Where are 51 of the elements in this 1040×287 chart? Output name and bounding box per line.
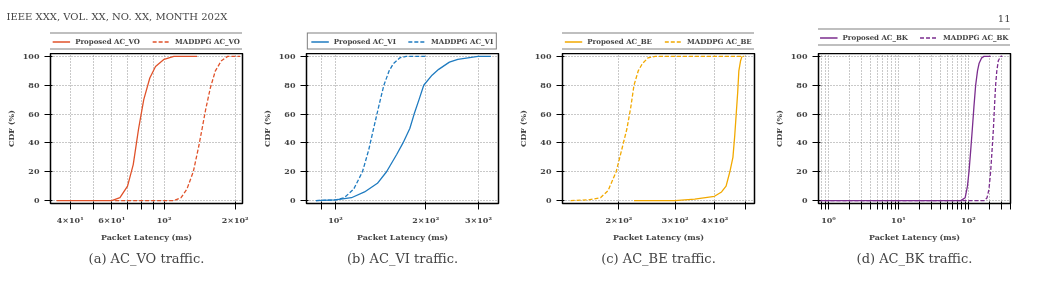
x-tick-label: 2×10² [605,214,633,225]
y-tick-label: 60 [796,108,808,119]
y-tick-label: 40 [540,137,552,148]
x-axis-title: Packet Latency (ms) [100,231,193,242]
y-tick-label: 40 [796,137,808,148]
y-tick-label: 0 [545,195,552,206]
y-tick-label: 80 [540,79,552,90]
y-tick-label: 100 [534,50,552,61]
y-tick-label: 0 [33,195,40,206]
text: IEEE XXX, VOL. XX, NO. XX, MONTH 202X [6,10,229,22]
text: (a) AC_VO traffic. [88,250,205,266]
y-tick-label: 20 [28,166,40,177]
y-tick-label: 80 [28,79,40,90]
y-tick-label: 100 [22,50,40,61]
y-tick-label: 40 [28,137,40,148]
x-tick-label: 4×10² [701,214,729,225]
x-tick-label: 6×10¹ [98,214,126,225]
x-axis-title: Packet Latency (ms) [356,231,449,242]
y-tick-label: 100 [790,50,808,61]
x-axis-title: Packet Latency (ms) [868,231,961,242]
y-tick-label: 20 [796,166,808,177]
x-tick-label: 10⁰ [821,214,837,225]
y-axis-title: CDF (%) [517,109,528,147]
x-axis-title: Packet Latency (ms) [612,231,705,242]
x-tick-label: 4×10¹ [56,214,84,225]
text: (c) AC_BE traffic. [601,250,716,266]
y-axis-title: CDF (%) [5,109,16,147]
y-tick-label: 40 [284,137,296,148]
text: (b) AC_VI traffic. [346,250,459,266]
y-tick-label: 80 [796,79,808,90]
x-tick-label: 10² [328,214,344,225]
x-tick-label: 10² [156,214,172,225]
y-tick-label: 60 [28,108,40,119]
y-tick-label: 100 [278,50,296,61]
y-tick-label: 0 [801,195,808,206]
x-tick-label: 2×10² [221,214,250,225]
text: 11 [997,12,1011,24]
y-tick-label: 60 [540,108,552,119]
x-tick-label: 3×10² [661,214,689,225]
text: (d) AC_BK traffic. [856,250,973,266]
x-tick-label: 2×10² [412,214,440,225]
x-tick-label: 10¹ [891,214,906,225]
y-tick-label: 0 [289,195,296,206]
y-tick-label: 20 [284,166,296,177]
y-tick-label: 20 [540,166,552,177]
x-tick-label: 10² [961,214,977,225]
y-tick-label: 80 [284,79,296,90]
y-axis-title: CDF (%) [773,109,784,147]
x-tick-label: 3×10² [464,214,493,225]
y-axis-title: CDF (%) [261,109,272,147]
y-tick-label: 60 [284,108,296,119]
